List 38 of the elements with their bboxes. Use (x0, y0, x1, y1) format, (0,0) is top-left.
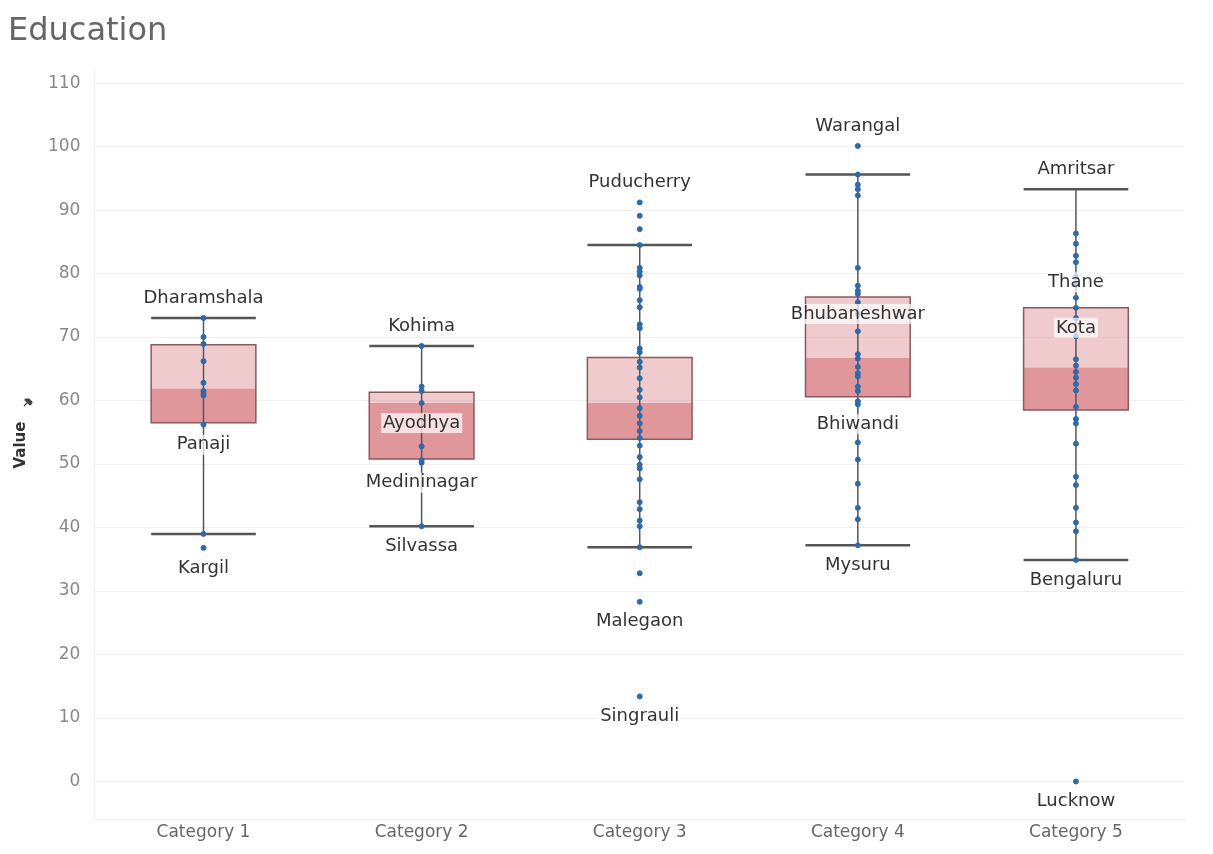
annotation: Lucknow (1036, 789, 1116, 811)
x-tick-label: Category 1 (156, 821, 251, 842)
annotation: Medininagar (365, 470, 479, 492)
y-tick-label: 30 (58, 579, 81, 600)
annotation: Singrauli (600, 704, 680, 726)
x-tick-label: Category 5 (1029, 821, 1123, 842)
annotation: Mysuru (824, 552, 891, 574)
annotation: Bhubaneshwar (790, 301, 926, 323)
y-axis-title: Value (10, 421, 29, 469)
y-tick-label: 60 (58, 388, 81, 409)
annotation: Amritsar (1037, 156, 1116, 178)
y-tick-label: 10 (58, 706, 81, 727)
x-tick-label: Category 2 (374, 821, 469, 842)
annotation: Dharamshala (143, 285, 264, 307)
annotation: Kargil (177, 555, 230, 577)
annotation: Warangal (815, 113, 901, 135)
annotation: Thane (1046, 269, 1104, 291)
annotation: Kota (1055, 315, 1096, 337)
y-tick-label: 0 (69, 769, 81, 790)
y-tick-label: 50 (58, 452, 81, 473)
y-tick-label: 20 (58, 642, 81, 663)
y-tick-label: 90 (58, 198, 81, 219)
annotation: Ayodhya (382, 410, 461, 432)
annotation: Kohima (388, 313, 456, 335)
annotation: Bengaluru (1029, 567, 1123, 589)
annotation: Panaji (176, 432, 231, 454)
chart-title: Education (8, 9, 168, 48)
y-tick-label: 110 (47, 71, 81, 92)
y-tick-label: 40 (58, 515, 81, 536)
y-tick-label: 100 (47, 135, 81, 156)
y-tick-label: 80 (58, 261, 81, 282)
annotation: Malegaon (595, 609, 684, 631)
annotation: Silvassa (385, 533, 459, 555)
x-tick-label: Category 3 (592, 821, 687, 842)
y-tick-label: 70 (58, 325, 81, 346)
annotation: Bhiwandi (816, 412, 900, 434)
x-tick-label: Category 4 (810, 821, 905, 842)
annotation: Puducherry (588, 170, 692, 192)
